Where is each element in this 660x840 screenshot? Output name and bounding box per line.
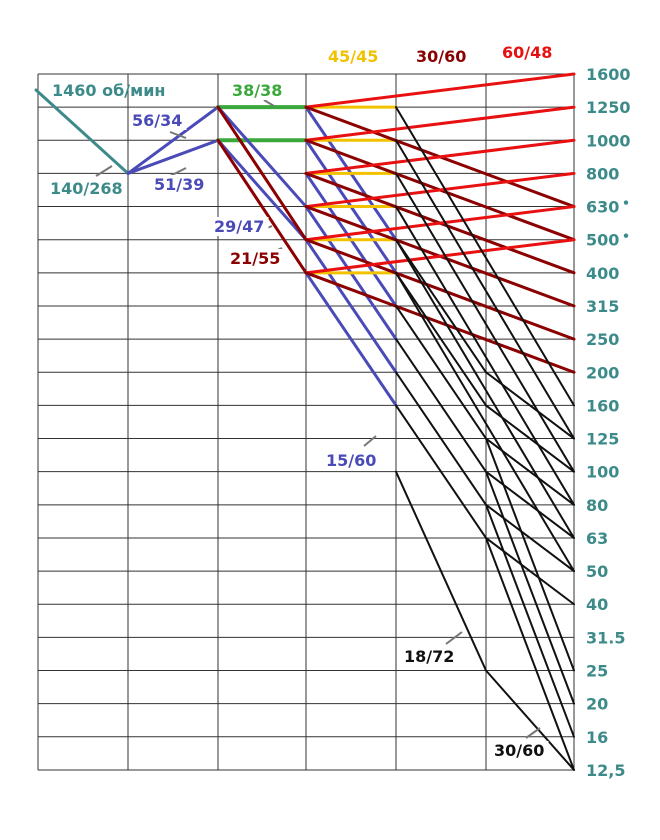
ratio-line-18-72 [485, 437, 575, 672]
speed-label: 400 [586, 264, 619, 283]
speed-label: 315 [586, 297, 619, 316]
ratio-line-30-60 [485, 437, 575, 506]
ratio-line-18-72 [395, 338, 487, 473]
label-backdrop [212, 217, 269, 236]
speed-label: 16 [586, 728, 608, 747]
ratio-line-18-72 [395, 470, 487, 672]
ratio-label: 30/60 [494, 741, 544, 760]
label-backdrop [152, 175, 209, 194]
ratio-line-60-48 [304, 138, 576, 175]
ratio-line-30-60 [485, 470, 575, 539]
label-backdrop [402, 647, 459, 666]
speed-label: 800 [586, 164, 619, 183]
ratio-line-back-gear [395, 205, 575, 506]
label-backdrop [492, 741, 549, 760]
label-backdrop [48, 179, 126, 198]
top-ratio-label: 45/45 [328, 47, 378, 66]
ratio-line-18-72 [395, 271, 487, 407]
leader-line [525, 727, 541, 739]
leader-line [95, 165, 113, 177]
ratio-line-18-72 [485, 536, 575, 771]
ratio-line-15-60 [304, 271, 398, 407]
leader-line [263, 99, 275, 107]
speed-label: 160 [586, 396, 619, 415]
ratio-line-60-48 [304, 238, 576, 275]
ratio-line-30-60 [304, 238, 576, 341]
labels: 1600 1250 1000 800 630 500 400 315 250 200 160 125 1… [48, 43, 631, 780]
ratio-line-60-48 [304, 205, 576, 242]
leader-line [169, 131, 187, 139]
speed-label: 20 [586, 695, 608, 714]
ratio-line-back-gear [395, 106, 575, 407]
ratio-line-15-60 [304, 238, 398, 374]
ratio-line-51-39 [126, 138, 220, 175]
kinematic-lines [34, 72, 576, 771]
speed-label: 12,5 [586, 761, 625, 780]
ratio-line-60-48 [304, 72, 576, 109]
speed-label: 200 [586, 363, 619, 382]
ratio-label: 56/34 [132, 111, 182, 130]
speed-label: 80 [586, 496, 608, 515]
ratio-line-back-gear [395, 172, 575, 473]
ratio-line-back-gear [395, 139, 575, 440]
ratio-line-18-72 [395, 371, 487, 506]
ratio-line-30-60 [485, 669, 575, 771]
ratio-line-back-gear [395, 238, 575, 539]
speed-label: 125 [586, 430, 619, 449]
leader-line [363, 435, 377, 447]
motor-ratio-line [34, 88, 130, 175]
ratio-line-18-72 [395, 238, 487, 374]
ratio-line-21-55 [216, 105, 308, 242]
ratio-line-60-48 [304, 105, 576, 142]
label-backdrop [130, 111, 187, 130]
ratio-line-30-60 [485, 371, 575, 440]
top-ratio-label: 60/48 [502, 43, 552, 62]
speed-label: 40 [586, 595, 608, 614]
speed-label: 50 [586, 562, 608, 581]
ratio-label: 51/39 [154, 175, 204, 194]
ratio-line-18-72 [485, 470, 575, 705]
ratio-line-29-47 [216, 105, 308, 209]
speed-marker [623, 200, 629, 205]
speed-label: 100 [586, 463, 619, 482]
motor-speed-label: 1460 об/мин [52, 81, 165, 100]
ratio-line-30-60 [485, 536, 575, 606]
speed-label: 500 [586, 231, 619, 250]
speed-marker [623, 233, 629, 238]
speed-label: 63 [586, 529, 608, 548]
ratio-line-56-34 [126, 105, 220, 175]
ratio-label: 38/38 [232, 81, 282, 100]
ratio-line-60-48 [304, 171, 576, 209]
ratio-line-30-60 [485, 503, 575, 573]
ratio-line-21-55 [216, 138, 308, 275]
leader-line [445, 631, 463, 645]
speed-label: 1600 [586, 65, 631, 84]
ratio-line-30-60 [304, 271, 576, 374]
top-ratio-label: 30/60 [416, 47, 466, 66]
ratio-label: 21/55 [230, 249, 280, 268]
ratio-line-29-47 [216, 138, 308, 242]
speed-label: 1000 [586, 131, 631, 150]
speed-label: 1250 [586, 98, 631, 117]
ratio-label: 29/47 [214, 217, 264, 236]
ratio-line-back-gear [395, 271, 575, 573]
speed-label: 630 [586, 198, 619, 217]
label-backdrop [230, 81, 287, 100]
ratio-line-18-72 [395, 304, 487, 440]
ratio-line-30-60 [485, 404, 575, 473]
ratio-label: 18/72 [404, 647, 454, 666]
speed-label: 31.5 [586, 628, 625, 647]
speed-label: 250 [586, 330, 619, 349]
ratio-label: 140/268 [50, 179, 123, 198]
leader-line [169, 167, 187, 177]
label-backdrop [228, 249, 285, 268]
ratio-line-18-72 [485, 503, 575, 738]
label-backdrop [324, 451, 381, 470]
ratio-line-18-72 [395, 404, 487, 539]
speed-label: 25 [586, 662, 608, 681]
ratio-label: 15/60 [326, 451, 376, 470]
